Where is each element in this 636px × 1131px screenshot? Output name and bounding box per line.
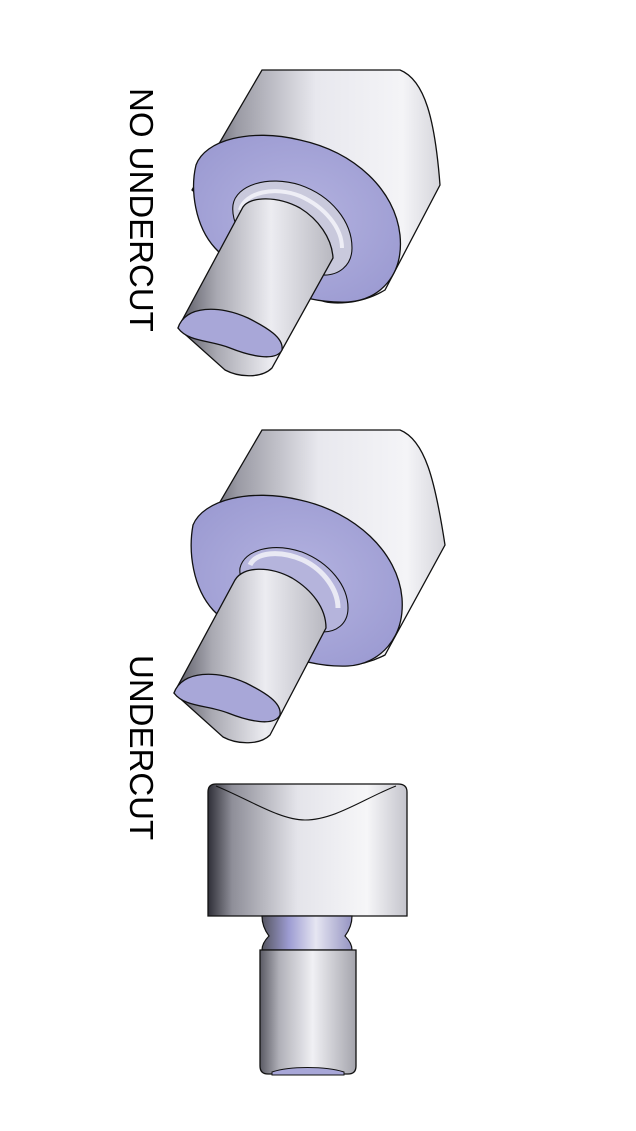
shaft-front [259, 949, 357, 1075]
shaft-end [173, 673, 281, 723]
label-undercut: UNDERCUT [123, 655, 160, 841]
undercut-neck [261, 915, 353, 951]
part-no-undercut [177, 69, 441, 377]
label-no-undercut: NO UNDERCUT [123, 88, 160, 332]
shaft-end-front [271, 1067, 345, 1076]
part-undercut-isometric [173, 429, 446, 744]
head-top-edge [215, 785, 397, 821]
part-undercut-front-view [207, 783, 408, 1076]
head-front [207, 783, 408, 917]
shaft-end [177, 308, 283, 358]
